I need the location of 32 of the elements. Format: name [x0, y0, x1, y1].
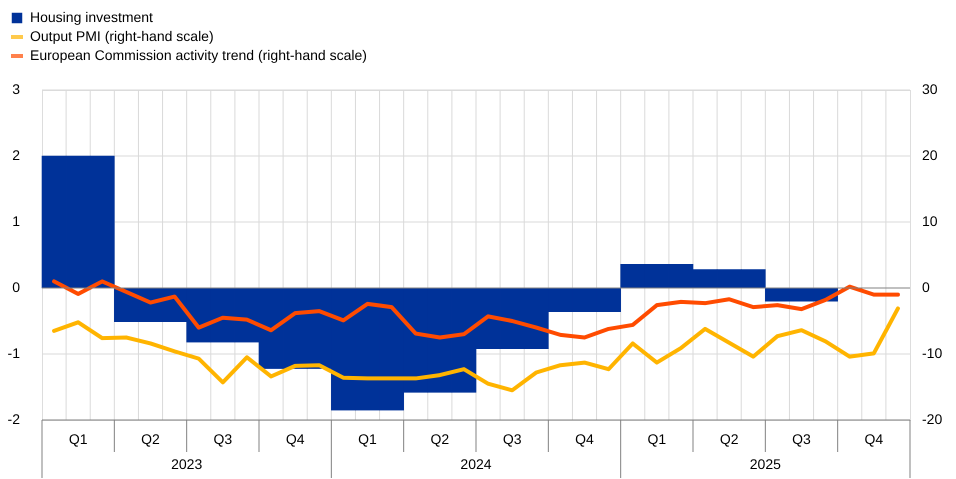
- x-tick-label: Q4: [864, 431, 884, 447]
- y-tick-label: -2: [8, 411, 20, 427]
- x-tick-label: Q4: [575, 431, 594, 447]
- y2-tick-label: 10: [922, 213, 938, 229]
- y-tick-label: 1: [12, 213, 20, 229]
- x-tick-label: Q3: [792, 431, 812, 447]
- y-tick-label: 3: [12, 81, 20, 97]
- y2-tick-label: 0: [922, 279, 930, 295]
- x-tick-label: Q3: [213, 431, 232, 447]
- x-tick-label: Q2: [141, 431, 160, 447]
- text: 2024: [460, 456, 492, 472]
- y-tick-label: 0: [12, 279, 20, 295]
- x-tick-label: Q1: [68, 431, 88, 447]
- y-tick-label: 2: [12, 147, 20, 163]
- x-tick-label: Q3: [502, 431, 522, 447]
- x-tick-label: Q4: [286, 431, 305, 447]
- legend-label: Housing investment: [30, 9, 154, 25]
- y-tick-label: -1: [8, 345, 20, 361]
- line-series: [52, 306, 900, 392]
- text: 2023: [171, 456, 202, 472]
- x-tick-label: Q1: [358, 431, 378, 447]
- line-series: [52, 279, 900, 340]
- legend-label: European Commission activity trend (right-hand scale): [30, 47, 367, 63]
- y2-tick-label: -10: [922, 345, 942, 361]
- x-tick-label: Q1: [647, 431, 666, 447]
- y2-tick-label: 30: [922, 81, 938, 97]
- y2-tick-label: 20: [922, 147, 938, 163]
- x-tick-label: Q2: [720, 431, 739, 447]
- legend-label: Output PMI (right-hand scale): [30, 28, 214, 44]
- y2-tick-label: -20: [922, 411, 942, 427]
- x-tick-label: Q2: [430, 431, 450, 447]
- text: 2025: [750, 456, 782, 472]
